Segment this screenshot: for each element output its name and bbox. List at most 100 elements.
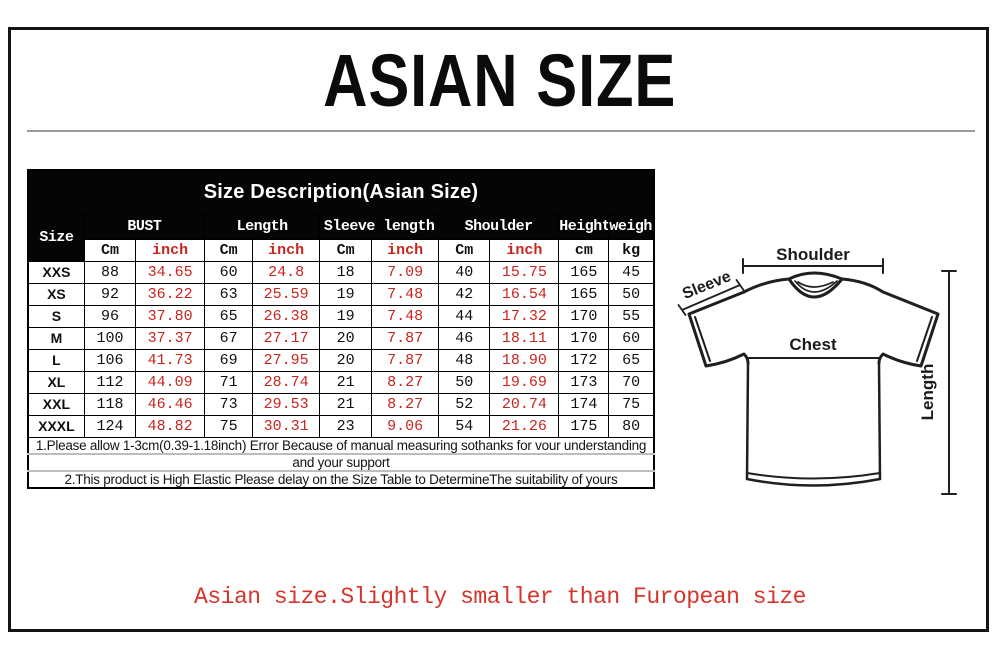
value-cell: 34.65 — [135, 260, 206, 284]
value-cell: 8.27 — [371, 370, 440, 394]
hem-outline — [745, 477, 882, 487]
value-cell: 65 — [608, 348, 655, 372]
value-cell: 165 — [558, 260, 610, 284]
footer-note: Asian size.Slightly smaller than Furopea… — [194, 584, 806, 610]
hem-inner-line — [746, 472, 881, 480]
column-header-weight: weight — [608, 213, 655, 240]
value-cell: 18 — [319, 260, 373, 284]
title-divider — [27, 130, 975, 132]
unit-cell: cm — [558, 238, 610, 262]
value-cell: 172 — [558, 348, 610, 372]
column-header-size: Size — [27, 213, 85, 262]
size-cell: XXXL — [27, 414, 85, 438]
value-cell: 25.59 — [252, 282, 321, 306]
value-cell: 19 — [319, 282, 373, 306]
size-cell: S — [27, 304, 85, 328]
table-group-header-row: Size BUST Length Sleeve length Shoulder … — [27, 213, 655, 262]
value-cell: 70 — [608, 370, 655, 394]
column-header-height: Height — [558, 213, 610, 240]
note-text: 2.This product is High Elastic Please de… — [27, 470, 655, 488]
value-cell: 20.74 — [489, 392, 560, 416]
value-cell: 73 — [204, 392, 254, 416]
value-cell: 24.8 — [252, 260, 321, 284]
value-cell: 7.87 — [371, 326, 440, 350]
value-cell: 174 — [558, 392, 610, 416]
value-cell: 170 — [558, 304, 610, 328]
value-cell: 42 — [438, 282, 491, 306]
value-cell: 50 — [438, 370, 491, 394]
value-cell: 37.80 — [135, 304, 206, 328]
value-cell: 63 — [204, 282, 254, 306]
value-cell: 118 — [83, 392, 137, 416]
table-row: XXS 88 34.65 60 24.8 18 7.09 40 15.75 165 45 — [27, 260, 655, 284]
side-seams — [745, 361, 882, 481]
page-title: ASIAN SIZE — [0, 44, 1000, 118]
value-cell: 7.09 — [371, 260, 440, 284]
value-cell: 48.82 — [135, 414, 206, 438]
value-cell: 15.75 — [489, 260, 560, 284]
value-cell: 21 — [319, 392, 373, 416]
chest-label: Chest — [789, 335, 837, 354]
note-row: 1.Please allow 1-3cm(0.39-1.18inch) Erro… — [27, 436, 655, 455]
value-cell: 19 — [319, 304, 373, 328]
table-caption: Size Description(Asian Size) — [27, 169, 655, 215]
value-cell: 36.22 — [135, 282, 206, 306]
note-text: and your support — [27, 453, 655, 472]
value-cell: 55 — [608, 304, 655, 328]
value-cell: 20 — [319, 348, 373, 372]
value-cell: 46.46 — [135, 392, 206, 416]
value-cell: 18.11 — [489, 326, 560, 350]
value-cell: 44.09 — [135, 370, 206, 394]
value-cell: 20 — [319, 326, 373, 350]
unit-cell: inch — [252, 238, 321, 262]
value-cell: 67 — [204, 326, 254, 350]
size-cell: XL — [27, 370, 85, 394]
unit-cell: Cm — [438, 238, 491, 262]
value-cell: 54 — [438, 414, 491, 438]
size-cell: XS — [27, 282, 85, 306]
length-label: Length — [918, 364, 937, 421]
size-table-body: XXS 88 34.65 60 24.8 18 7.09 40 15.75 165 45 XS 92 36… — [27, 260, 655, 438]
column-header-sleeve-length: Sleeve length — [319, 213, 440, 240]
value-cell: 60 — [608, 326, 655, 350]
size-table: Size Description(Asian Size) Size BUST L… — [27, 169, 655, 489]
value-cell: 28.74 — [252, 370, 321, 394]
value-cell: 112 — [83, 370, 137, 394]
value-cell: 71 — [204, 370, 254, 394]
value-cell: 7.48 — [371, 282, 440, 306]
value-cell: 27.17 — [252, 326, 321, 350]
unit-cell: kg — [608, 238, 655, 262]
unit-cell: Cm — [204, 238, 254, 262]
value-cell: 7.48 — [371, 304, 440, 328]
value-cell: 19.69 — [489, 370, 560, 394]
value-cell: 75 — [608, 392, 655, 416]
size-cell: L — [27, 348, 85, 372]
value-cell: 27.95 — [252, 348, 321, 372]
value-cell: 40 — [438, 260, 491, 284]
length-measure-line — [941, 270, 957, 495]
value-cell: 8.27 — [371, 392, 440, 416]
page-title-text: ASIAN SIZE — [323, 39, 677, 122]
shoulder-measure-line — [742, 258, 884, 274]
left-sleeve-outline — [687, 290, 750, 368]
value-cell: 17.32 — [489, 304, 560, 328]
value-cell: 46 — [438, 326, 491, 350]
table-unit-row: Cm inch Cm inch Cm inch Cm inch cm kg — [28, 238, 655, 262]
value-cell: 44 — [438, 304, 491, 328]
value-cell: 100 — [83, 326, 137, 350]
value-cell: 165 — [558, 282, 610, 306]
value-cell: 21 — [319, 370, 373, 394]
value-cell: 65 — [204, 304, 254, 328]
value-cell: 69 — [204, 348, 254, 372]
table-row: S 96 37.80 65 26.38 19 7.48 44 17.32 170 55 — [27, 304, 655, 328]
table-row: L 106 41.73 69 27.95 20 7.87 48 18.90 172 65 — [27, 348, 655, 372]
value-cell: 175 — [558, 414, 610, 438]
right-cuff-line — [916, 316, 933, 362]
value-cell: 48 — [438, 348, 491, 372]
size-cell: XXL — [27, 392, 85, 416]
value-cell: 21.26 — [489, 414, 560, 438]
tshirt-diagram: Shoulder Chest Sleeve Length — [677, 245, 957, 495]
table-row: XXL 118 46.46 73 29.53 21 8.27 52 20.74 174 75 — [27, 392, 655, 416]
table-row: XS 92 36.22 63 25.59 19 7.48 42 16.54 165 50 — [27, 282, 655, 306]
unit-cell: Cm — [319, 238, 373, 262]
